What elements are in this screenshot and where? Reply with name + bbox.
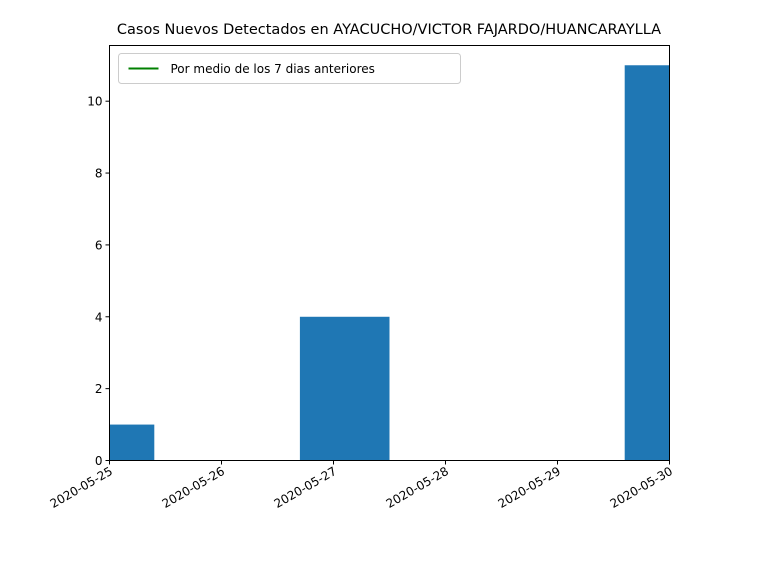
y-tick-label: 0 xyxy=(95,454,103,468)
plot-area: 2020-05-25 2020-05-26 2020-05-27 2020-05-28… xyxy=(48,45,675,511)
y-tick-label: 8 xyxy=(95,167,103,181)
x-tick-label: 2020-05-26 xyxy=(160,464,227,511)
x-tick-label: 2020-05-28 xyxy=(384,464,451,511)
x-tick-label: 2020-05-27 xyxy=(272,464,339,511)
y-tick-label: 4 xyxy=(95,310,103,324)
legend-label: Por medio de los 7 dias anteriores xyxy=(171,62,375,76)
bar-1 xyxy=(299,316,390,461)
x-tick-label: 2020-05-25 xyxy=(48,464,115,511)
legend: Por medio de los 7 dias anteriores xyxy=(118,53,461,84)
x-tick-label: 2020-05-29 xyxy=(496,464,563,511)
y-axis: 0 2 4 6 8 10 xyxy=(87,95,110,468)
legend-box xyxy=(118,53,461,84)
y-tick-label: 6 xyxy=(95,238,103,252)
x-axis: 2020-05-25 2020-05-26 2020-05-27 2020-05-28… xyxy=(48,460,675,511)
plot-frame xyxy=(109,45,670,461)
bar-0 xyxy=(109,424,155,461)
y-tick-label: 10 xyxy=(87,95,102,109)
chart-title: Casos Nuevos Detectados en AYACUCHO/VICT… xyxy=(117,22,661,38)
x-tick-label: 2020-05-30 xyxy=(608,464,675,511)
y-tick-label: 2 xyxy=(95,382,103,396)
bar-group xyxy=(109,65,670,461)
bar-2 xyxy=(624,65,670,461)
